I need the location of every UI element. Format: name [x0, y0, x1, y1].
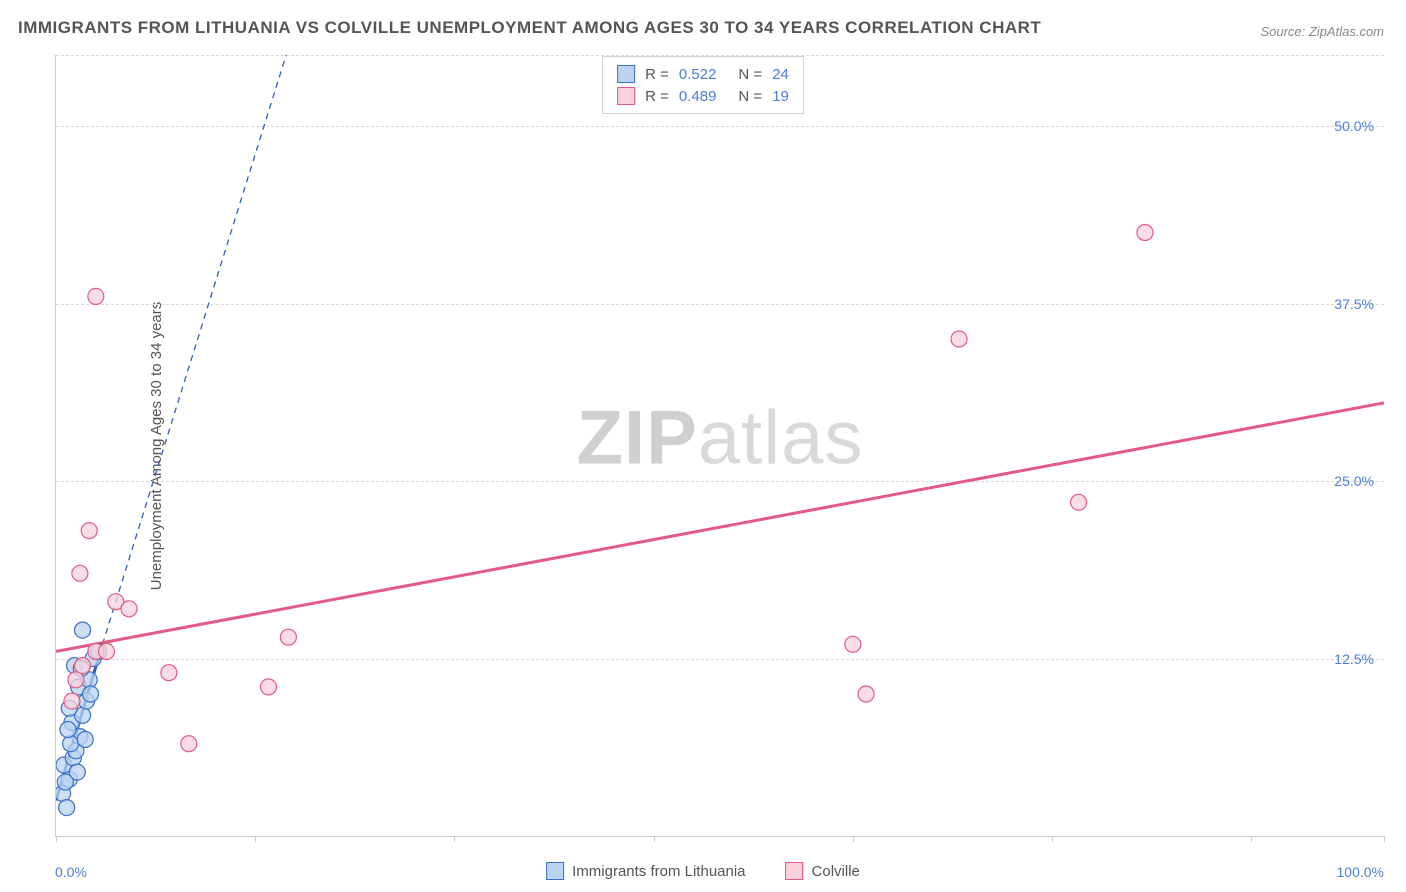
x-tick — [654, 836, 655, 842]
legend-swatch-icon — [786, 862, 804, 880]
legend-row-colville: R = 0.489 N = 19 — [617, 85, 789, 107]
legend-swatch-colville — [617, 87, 635, 105]
legend-label: Colville — [812, 863, 860, 880]
x-max-label: 100.0% — [1337, 864, 1384, 880]
x-tick — [1384, 836, 1385, 842]
r-label: R = — [645, 88, 669, 105]
x-tick — [454, 836, 455, 842]
n-label: N = — [738, 88, 762, 105]
correlation-legend: R = 0.522 N = 24 R = 0.489 N = 19 — [602, 56, 804, 114]
r-value-colville: 0.489 — [679, 88, 717, 105]
n-value-colville: 19 — [772, 88, 789, 105]
series-legend: Immigrants from Lithuania Colville — [546, 862, 860, 880]
x-tick — [853, 836, 854, 842]
n-value-lithuania: 24 — [772, 66, 789, 83]
x-tick — [56, 836, 57, 842]
x-tick — [1052, 836, 1053, 842]
legend-item-colville: Colville — [786, 862, 860, 880]
plot-area: ZIPatlas 12.5%25.0%37.5%50.0% — [55, 55, 1384, 837]
x-tick — [255, 836, 256, 842]
r-value-lithuania: 0.522 — [679, 66, 717, 83]
legend-swatch-icon — [546, 862, 564, 880]
n-label: N = — [738, 66, 762, 83]
legend-item-lithuania: Immigrants from Lithuania — [546, 862, 745, 880]
legend-label: Immigrants from Lithuania — [572, 863, 745, 880]
chart-svg — [56, 55, 1384, 836]
source-attribution: Source: ZipAtlas.com — [1260, 24, 1384, 39]
x-min-label: 0.0% — [55, 864, 87, 880]
legend-swatch-lithuania — [617, 65, 635, 83]
legend-row-lithuania: R = 0.522 N = 24 — [617, 63, 789, 85]
x-tick — [1251, 836, 1252, 842]
chart-title: IMMIGRANTS FROM LITHUANIA VS COLVILLE UN… — [18, 18, 1041, 38]
r-label: R = — [645, 66, 669, 83]
